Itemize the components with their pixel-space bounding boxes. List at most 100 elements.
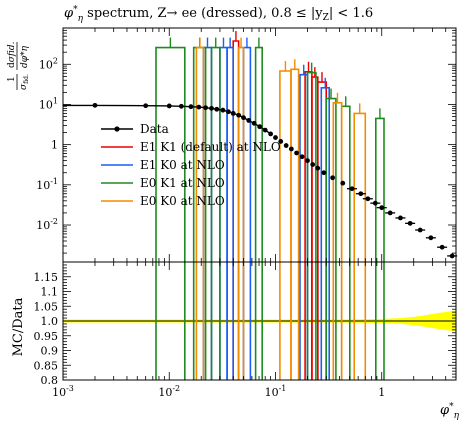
mc-bin-2-3 bbox=[254, 46, 263, 262]
mc-bin-2-5 bbox=[325, 97, 337, 262]
x-axis-label: φ*η bbox=[440, 402, 460, 421]
data-point-10 bbox=[225, 109, 231, 115]
data-point-6 bbox=[203, 105, 209, 111]
legend-label-1: E1 K1 (default) at NLO bbox=[140, 140, 281, 154]
data-point-15 bbox=[251, 120, 257, 126]
data-point-29 bbox=[330, 175, 336, 181]
mc-bin-2-0 bbox=[155, 46, 186, 262]
data-point-32 bbox=[358, 191, 364, 197]
ratio-bin-2-7 bbox=[375, 262, 385, 380]
ratio-bin-2-5 bbox=[325, 262, 337, 380]
mc-bin-3-3 bbox=[290, 68, 300, 262]
mc-bin-2-2 bbox=[210, 46, 221, 262]
mc-bin-1-0 bbox=[202, 46, 213, 262]
data-point-37 bbox=[398, 215, 403, 221]
ratio-bin-2-4 bbox=[306, 262, 317, 380]
ratio-bin-2-3 bbox=[254, 262, 263, 380]
x-tick-label-3: 1 bbox=[378, 386, 385, 399]
data-point-23 bbox=[294, 150, 299, 156]
x-tick-label-1: 10-2 bbox=[158, 384, 180, 399]
ratio-y-tick-label-7: 1.15 bbox=[34, 271, 59, 284]
legend: Data E1 K1 (default) at NLO E1 K0 at NLO E0… bbox=[101, 122, 281, 208]
chart-title: φ*η spectrum, Z→ ee (dressed), 0.8 ≤ |yZ… bbox=[64, 5, 373, 24]
legend-label-0: Data bbox=[140, 122, 169, 136]
data-point-9 bbox=[220, 107, 226, 113]
mc-bin-1-4 bbox=[299, 73, 309, 262]
legend-label-4: E0 K0 at NLO bbox=[140, 194, 225, 208]
legend-marker-0 bbox=[114, 126, 120, 132]
mc-bin-3-2 bbox=[279, 70, 292, 262]
data-point-22 bbox=[288, 146, 294, 152]
mc-bin-3-4 bbox=[332, 102, 343, 262]
svg-text:σfid.: σfid. bbox=[19, 74, 30, 90]
mc-bin-1-1 bbox=[219, 46, 228, 262]
ratio-bin-2-0 bbox=[155, 262, 186, 380]
data-point-41 bbox=[439, 244, 445, 250]
ratio-bin-3-0 bbox=[195, 262, 205, 380]
ratio-bin-2-2 bbox=[210, 262, 221, 380]
main-y-axis-label: 1 σfid. dσfid. dφ*η bbox=[7, 41, 30, 90]
y-tick-label-2: 1 bbox=[51, 139, 58, 152]
data-point-33 bbox=[365, 196, 371, 202]
data-point-25 bbox=[305, 158, 310, 164]
y-tick-label-4: 102 bbox=[39, 56, 58, 71]
data-point-42 bbox=[449, 253, 455, 259]
mc-bin-3-0 bbox=[195, 46, 205, 262]
ratio-y-tick-label-3: 0.95 bbox=[34, 330, 59, 343]
data-point-14 bbox=[246, 118, 252, 123]
y-tick-label-3: 101 bbox=[39, 96, 58, 111]
data-point-7 bbox=[209, 105, 214, 111]
ratio-bin-3-1 bbox=[237, 262, 245, 380]
svg-text:1: 1 bbox=[7, 76, 17, 82]
data-point-39 bbox=[417, 227, 423, 233]
mc-bin-1-2 bbox=[226, 46, 234, 262]
ratio-y-tick-label-4: 1.0 bbox=[41, 315, 59, 328]
data-point-18 bbox=[268, 131, 274, 137]
ratio-y-tick-label-2: 0.9 bbox=[41, 345, 59, 358]
data-point-3 bbox=[178, 103, 184, 109]
mc-bin-2-7 bbox=[375, 117, 385, 262]
y-tick-label-0: 10-2 bbox=[36, 217, 58, 232]
mc-bin-0-1 bbox=[304, 71, 313, 262]
data-point-13 bbox=[241, 115, 246, 121]
svg-text:dσfid.: dσfid. bbox=[7, 41, 17, 68]
ratio-bin-2-1 bbox=[192, 262, 207, 380]
data-point-11 bbox=[230, 110, 236, 116]
mc-bin-3-1 bbox=[237, 46, 245, 262]
ratio-bin-3-3 bbox=[290, 262, 300, 380]
ratio-bin-3-4 bbox=[332, 262, 343, 380]
data-point-21 bbox=[283, 143, 289, 148]
data-point-38 bbox=[407, 220, 413, 226]
data-point-34 bbox=[372, 200, 378, 206]
x-tick-label-2: 10-1 bbox=[265, 384, 287, 399]
data-point-16 bbox=[257, 124, 263, 130]
data-point-20 bbox=[278, 139, 284, 144]
data-point-5 bbox=[196, 104, 202, 110]
svg-text:dφ*η: dφ*η bbox=[20, 45, 30, 68]
main-plot-area: 10-2 10-1 1 101 102 bbox=[36, 27, 458, 263]
data-point-8 bbox=[214, 106, 220, 112]
ratio-y-axis-label: MC/Data bbox=[11, 297, 26, 356]
data-point-0 bbox=[92, 102, 98, 108]
mc-bin-1-5 bbox=[320, 87, 330, 262]
ratio-bin-3-5 bbox=[353, 262, 367, 380]
y-tick-label-1: 10-1 bbox=[36, 177, 58, 192]
mc-bin-3-5 bbox=[353, 112, 367, 262]
data-point-12 bbox=[236, 112, 242, 118]
ratio-bin-1-2 bbox=[226, 262, 234, 380]
data-point-27 bbox=[315, 165, 321, 171]
legend-label-3: E0 K1 at NLO bbox=[140, 176, 225, 190]
ratio-y-tick-label-5: 1.05 bbox=[34, 300, 59, 313]
ratio-y-tick-label-6: 1.1 bbox=[41, 286, 59, 299]
data-point-36 bbox=[387, 210, 393, 216]
ratio-y-tick-label-1: 0.85 bbox=[34, 359, 59, 372]
data-point-28 bbox=[321, 170, 327, 176]
data-point-1 bbox=[143, 103, 149, 109]
mc-bin-1-3 bbox=[242, 46, 252, 262]
ratio-y-tick-label-0: 0.8 bbox=[41, 374, 59, 387]
legend-label-2: E1 K0 at NLO bbox=[140, 158, 225, 172]
data-point-26 bbox=[310, 162, 316, 167]
x-tick-label-0: 10-3 bbox=[52, 384, 74, 399]
data-point-30 bbox=[340, 180, 346, 186]
